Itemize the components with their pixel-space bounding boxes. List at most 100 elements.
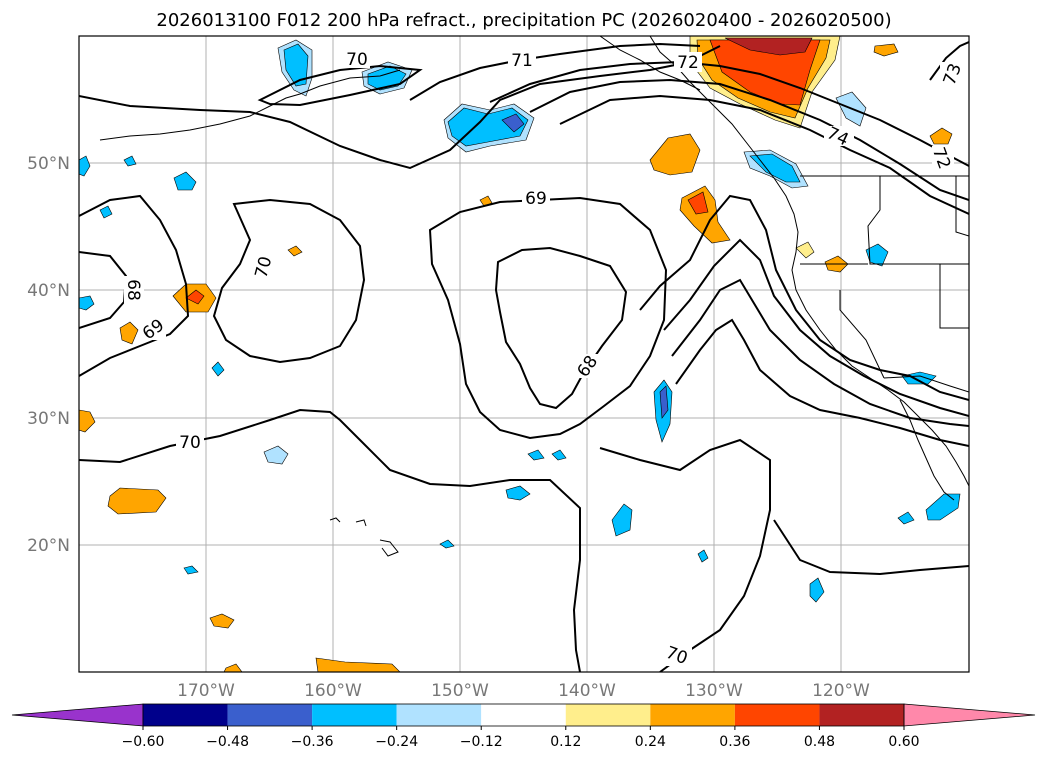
contour-73 bbox=[529, 78, 969, 201]
lat-label-40n: 40°N bbox=[27, 281, 70, 301]
precip-negative-small-7 bbox=[79, 155, 91, 177]
lon-label-130w: 130°W bbox=[685, 681, 743, 701]
precip-negative-south-1 bbox=[611, 503, 633, 537]
precip-negative-nw-1-core bbox=[283, 43, 309, 87]
precip-negative-small-14 bbox=[697, 549, 709, 563]
colorbar-tick-label: 0.24 bbox=[635, 734, 666, 750]
lat-label-30n: 30°N bbox=[27, 409, 70, 429]
colorbar-extend-low bbox=[11, 703, 144, 727]
colorbar-segment bbox=[565, 704, 651, 726]
contour-71-south bbox=[773, 519, 969, 576]
map-title: 2026013100 F012 200 hPa refract., precip… bbox=[156, 10, 891, 31]
border-states-1 bbox=[867, 176, 969, 265]
colorbar-tick-label: −0.48 bbox=[206, 734, 249, 750]
precip-negative-small-16 bbox=[99, 205, 113, 219]
coastline-alaska-islands bbox=[99, 69, 401, 141]
colorbar-outline bbox=[142, 703, 905, 727]
contour-label-68-west: 68 bbox=[123, 279, 143, 301]
lon-axis: 170°W 160°W 150°W 140°W 130°W 120°W bbox=[177, 681, 870, 701]
contour-74 bbox=[559, 94, 969, 215]
contour-69-west bbox=[79, 194, 190, 377]
contour-74-east bbox=[675, 318, 969, 447]
colorbar-segment bbox=[143, 704, 228, 726]
contour-73-east bbox=[671, 278, 969, 427]
colorbar-segment bbox=[734, 704, 820, 726]
contour-72-east bbox=[663, 238, 969, 417]
colorbar-segment bbox=[312, 704, 397, 726]
precip-negative-south-2 bbox=[809, 577, 825, 603]
precip-positive-coast-core bbox=[687, 191, 709, 215]
contour-label-71: 71 bbox=[511, 51, 533, 71]
precip-positive-pnw-max bbox=[724, 37, 813, 56]
contour-71 bbox=[409, 42, 701, 101]
contour-70-southeast bbox=[599, 438, 771, 672]
precip-positive-small-10 bbox=[223, 663, 243, 672]
precip-negative-small-3 bbox=[79, 295, 95, 311]
contour-label-72: 72 bbox=[677, 53, 699, 73]
colorbar-tick-label: −0.12 bbox=[460, 734, 503, 750]
contour-71-east bbox=[639, 194, 969, 401]
contour-68 bbox=[494, 246, 628, 410]
colorbar-segment bbox=[227, 704, 313, 726]
precip-positive-small-3 bbox=[209, 613, 235, 629]
colorbar-segment bbox=[396, 704, 482, 726]
colorbar-segment bbox=[819, 704, 904, 726]
precip-positive-small-2 bbox=[79, 409, 96, 433]
lon-label-150w: 150°W bbox=[431, 681, 489, 701]
colorbar-tick-label: −0.24 bbox=[375, 734, 418, 750]
contour-label-70-south: 70 bbox=[179, 433, 201, 453]
coastline-baja bbox=[899, 399, 955, 501]
precip-negative-offshore-30n-core bbox=[659, 385, 669, 419]
colorbar-extend-high bbox=[903, 703, 1036, 727]
lon-label-160w: 160°W bbox=[304, 681, 362, 701]
precip-negative-small-12 bbox=[439, 539, 455, 549]
precip-negative-small-10 bbox=[551, 449, 567, 461]
map-frame bbox=[78, 35, 970, 673]
colorbar-tick-label: 0.60 bbox=[888, 734, 919, 750]
precip-negative-gulf-max bbox=[501, 113, 525, 133]
contour-70-north bbox=[257, 64, 423, 107]
precip-positive-small-5 bbox=[929, 127, 953, 145]
precip-negative-small-11 bbox=[183, 565, 199, 575]
border-states-4 bbox=[839, 290, 885, 379]
precip-positive-small-7 bbox=[795, 241, 815, 259]
precip-positive-small-1 bbox=[119, 321, 139, 345]
lat-axis: 50°N 40°N 30°N 20°N bbox=[27, 154, 70, 556]
map-panel: 70 71 72 73 74 72 69 70 68 69 68 70 bbox=[79, 36, 969, 672]
colorbar-tick-label: −0.60 bbox=[122, 734, 165, 750]
contour-70-central bbox=[212, 198, 366, 364]
contour-label-70-north: 70 bbox=[346, 50, 368, 70]
precip-negative-small-1 bbox=[173, 171, 197, 191]
colorbar-tick-label: 0.12 bbox=[550, 734, 581, 750]
precip-positive-south-edge bbox=[315, 657, 401, 672]
lat-label-50n: 50°N bbox=[27, 154, 70, 174]
colorbar-tick-label: 0.48 bbox=[804, 734, 835, 750]
contour-69 bbox=[428, 196, 668, 440]
lat-label-20n: 20°N bbox=[27, 536, 70, 556]
contour-72 bbox=[489, 60, 969, 167]
border-states-3 bbox=[939, 264, 969, 329]
lon-label-170w: 170°W bbox=[177, 681, 235, 701]
contour-labels: 70 71 72 73 74 72 69 70 68 69 68 70 bbox=[123, 48, 966, 669]
precip-positive-pnw-strong bbox=[709, 39, 821, 106]
contour-73-ne bbox=[929, 41, 969, 81]
precip-negative-small-13 bbox=[897, 511, 915, 525]
precip-negative-vancouver-island-core bbox=[749, 153, 801, 183]
precip-negative-baja bbox=[925, 493, 961, 521]
colorbar: −0.60 −0.48 −0.36 −0.24 −0.12 0.12 0.24 0.36 0.4… bbox=[11, 703, 1036, 750]
colorbar-segment bbox=[481, 704, 566, 726]
precip-positive-small-8 bbox=[287, 245, 303, 257]
precip-positive-sw-band bbox=[107, 487, 167, 515]
precip-negative-small-8 bbox=[211, 361, 225, 377]
precip-positive-vancouver bbox=[649, 133, 701, 176]
refractivity-contours bbox=[79, 41, 969, 672]
precip-negative-small-4 bbox=[505, 485, 531, 501]
contour-70-south bbox=[79, 408, 581, 672]
precip-negative-small-15 bbox=[123, 155, 137, 167]
hawaii-islands bbox=[329, 517, 399, 557]
precip-shading bbox=[79, 36, 961, 672]
colorbar-tick-label: 0.36 bbox=[719, 734, 750, 750]
precip-negative-small-5 bbox=[263, 445, 289, 465]
precip-negative-small-9 bbox=[527, 449, 545, 461]
